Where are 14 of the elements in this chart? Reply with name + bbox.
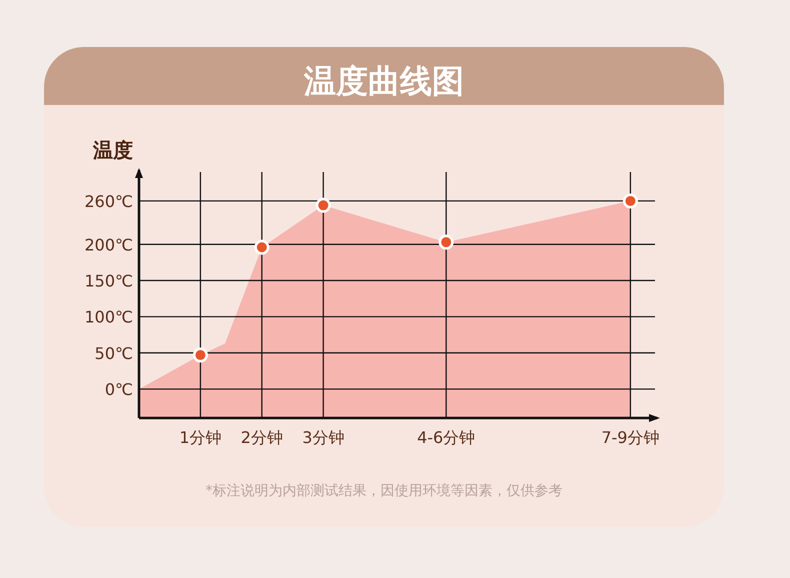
x-tick-label: 3分钟 [302, 428, 344, 447]
y-tick-label: 200℃ [84, 235, 133, 254]
y-tick-label: 0℃ [104, 380, 133, 400]
x-tick-label: 2分钟 [240, 428, 283, 447]
x-tick-label: 1分钟 [179, 428, 222, 447]
y-tick-label: 50℃ [94, 344, 133, 363]
y-tick-label: 150℃ [84, 272, 133, 291]
x-tick-label: 4-6分钟 [417, 428, 476, 447]
y-axis-title: 温度 [92, 138, 133, 162]
x-tick-label: 7-9分钟 [601, 428, 660, 447]
chart-title: 温度曲线图 [303, 62, 464, 100]
text: *标注说明为内部测试结果，因使用环境等因素，仅供参考 [206, 483, 562, 499]
y-tick-label: 260℃ [84, 192, 133, 211]
y-tick-label: 100℃ [84, 308, 133, 327]
